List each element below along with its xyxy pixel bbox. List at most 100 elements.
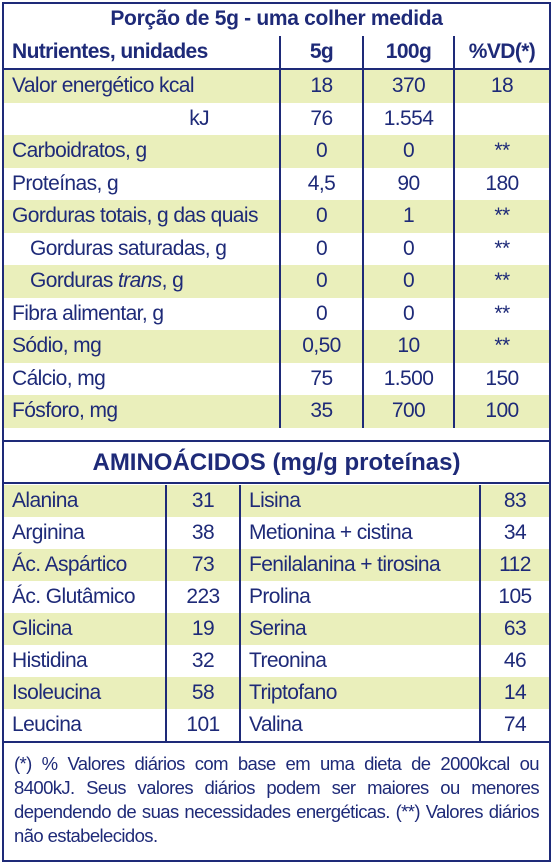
table-row: Ác. Aspártico 73 Fenilalanina + tirosina… bbox=[4, 549, 549, 581]
amino-name: Histidina bbox=[12, 649, 88, 672]
nutrient-name: Cálcio, mg bbox=[12, 366, 106, 390]
value-5g: 18 bbox=[279, 69, 363, 103]
value-100g: 10 bbox=[362, 330, 454, 363]
value-100g: 370 bbox=[362, 69, 454, 103]
amino-acids-table: Alanina 31 Lisina 83 Arginina 38 Metioni… bbox=[4, 485, 549, 741]
nutrient-name-italic: trans bbox=[117, 269, 162, 293]
amino-value: 112 bbox=[479, 549, 549, 581]
table-row: Gorduras saturadas, g 0 0 ** bbox=[4, 232, 549, 265]
value-vd: ** bbox=[453, 135, 549, 168]
value-100g: 0 bbox=[362, 135, 454, 168]
value-vd: 100 bbox=[453, 395, 549, 428]
nutrient-name: Valor energético kcal bbox=[4, 69, 280, 103]
nutrient-name: Gorduras trans, g bbox=[4, 265, 280, 298]
amino-name: Triptofano bbox=[239, 677, 480, 709]
amino-value: 73 bbox=[165, 549, 240, 581]
value-5g: 4,5 bbox=[279, 167, 363, 200]
amino-name: Leucina bbox=[12, 713, 82, 736]
value-5g: 75 bbox=[279, 362, 363, 395]
value-100g: 1.500 bbox=[362, 362, 454, 395]
amino-name: Metionina + cistina bbox=[239, 517, 480, 549]
nutrient-name: Gorduras saturadas, g bbox=[30, 236, 227, 260]
value-5g: 35 bbox=[279, 395, 363, 428]
value-5g: 0 bbox=[279, 200, 363, 233]
amino-value: 74 bbox=[479, 709, 549, 741]
value-vd: ** bbox=[453, 232, 549, 265]
table-row: Glicina 19 Serina 63 bbox=[4, 613, 549, 645]
table-row: Leucina 101 Valina 74 bbox=[4, 709, 549, 741]
amino-name: Ác. Aspártico bbox=[4, 549, 166, 581]
nutrient-name: Carboidratos, g bbox=[4, 135, 280, 168]
amino-value: 58 bbox=[165, 677, 240, 709]
header-100g: 100g bbox=[362, 36, 454, 70]
amino-value: 223 bbox=[165, 581, 240, 613]
amino-name: Ác. Glutâmico bbox=[12, 585, 136, 608]
header-vd: %VD(*) bbox=[453, 36, 549, 70]
value-vd: ** bbox=[453, 330, 549, 363]
value-5g: 0 bbox=[279, 265, 363, 298]
value-100g: 1 bbox=[362, 200, 454, 233]
value-vd: 180 bbox=[453, 167, 549, 200]
table-row: Histidina 32 Treonina 46 bbox=[4, 645, 549, 677]
amino-name: Fenilalanina + tirosina bbox=[239, 549, 480, 581]
nutrients-header-row: Nutrientes, unidades 5g 100g %VD(*) bbox=[4, 36, 549, 70]
value-100g: 0 bbox=[362, 265, 454, 298]
nutrient-name-pre: Gorduras bbox=[30, 269, 118, 293]
table-row: Alanina 31 Lisina 83 bbox=[4, 485, 549, 517]
amino-name: Isoleucina bbox=[4, 677, 166, 709]
value-5g: 0 bbox=[279, 232, 363, 265]
value-vd: ** bbox=[453, 265, 549, 298]
amino-name: Alanina bbox=[4, 485, 166, 517]
amino-name: Treonina bbox=[239, 645, 480, 677]
value-vd: 150 bbox=[453, 362, 549, 395]
table-row: Cálcio, mg 75 1.500 150 bbox=[4, 362, 549, 395]
value-5g: 0 bbox=[279, 297, 363, 330]
value-100g: 90 bbox=[362, 167, 454, 200]
table-row: Ác. Glutâmico 223 Prolina 105 bbox=[4, 581, 549, 613]
value-100g: 0 bbox=[362, 297, 454, 330]
amino-value: 101 bbox=[165, 709, 240, 741]
value-vd bbox=[453, 102, 549, 135]
table-row: Proteínas, g 4,5 90 180 bbox=[4, 167, 549, 200]
nutrients-table: Nutrientes, unidades 5g 100g %VD(*) Valo… bbox=[4, 36, 549, 428]
amino-value: 105 bbox=[479, 581, 549, 613]
nutrient-name: kJ bbox=[189, 106, 209, 130]
value-5g: 0,50 bbox=[279, 330, 363, 363]
serving-title: Porção de 5g - uma colher medida bbox=[110, 7, 443, 30]
table-row: Carboidratos, g 0 0 ** bbox=[4, 135, 549, 168]
amino-name: Glicina bbox=[4, 613, 166, 645]
value-vd: ** bbox=[453, 200, 549, 233]
nutrient-name: Proteínas, g bbox=[12, 171, 119, 195]
footnote: (*) % Valores diários com base em uma di… bbox=[4, 741, 549, 861]
table-row: Gorduras totais, g das quais 0 1 ** bbox=[4, 200, 549, 233]
table-row: kJ 76 1.554 bbox=[4, 102, 549, 135]
amino-name: Prolina bbox=[239, 581, 480, 613]
table-row: Arginina 38 Metionina + cistina 34 bbox=[4, 517, 549, 549]
table-row: Gorduras trans, g 0 0 ** bbox=[4, 265, 549, 298]
amino-value: 38 bbox=[165, 517, 240, 549]
table-row: Isoleucina 58 Triptofano 14 bbox=[4, 677, 549, 709]
value-vd: ** bbox=[453, 297, 549, 330]
header-nutrients: Nutrientes, unidades bbox=[4, 36, 280, 70]
value-5g: 0 bbox=[279, 135, 363, 168]
table-row: Fósforo, mg 35 700 100 bbox=[4, 395, 549, 428]
amino-value: 46 bbox=[479, 645, 549, 677]
table-row: Valor energético kcal 18 370 18 bbox=[4, 69, 549, 103]
value-vd: 18 bbox=[453, 69, 549, 103]
amino-value: 63 bbox=[479, 613, 549, 645]
amino-name: Arginina bbox=[12, 521, 85, 544]
amino-name: Valina bbox=[239, 709, 480, 741]
table-row: Sódio, mg 0,50 10 ** bbox=[4, 330, 549, 363]
value-100g: 1.554 bbox=[362, 102, 454, 135]
amino-value: 31 bbox=[165, 485, 240, 517]
value-100g: 0 bbox=[362, 232, 454, 265]
header-5g: 5g bbox=[279, 36, 363, 70]
nutrient-name: Sódio, mg bbox=[4, 330, 280, 363]
amino-acids-title: AMINOÁCIDOS (mg/g proteínas) bbox=[4, 440, 549, 484]
amino-value: 19 bbox=[165, 613, 240, 645]
amino-value: 83 bbox=[479, 485, 549, 517]
nutrient-name-post: , g bbox=[161, 269, 184, 293]
amino-value: 32 bbox=[165, 645, 240, 677]
table-row: Fibra alimentar, g 0 0 ** bbox=[4, 297, 549, 330]
